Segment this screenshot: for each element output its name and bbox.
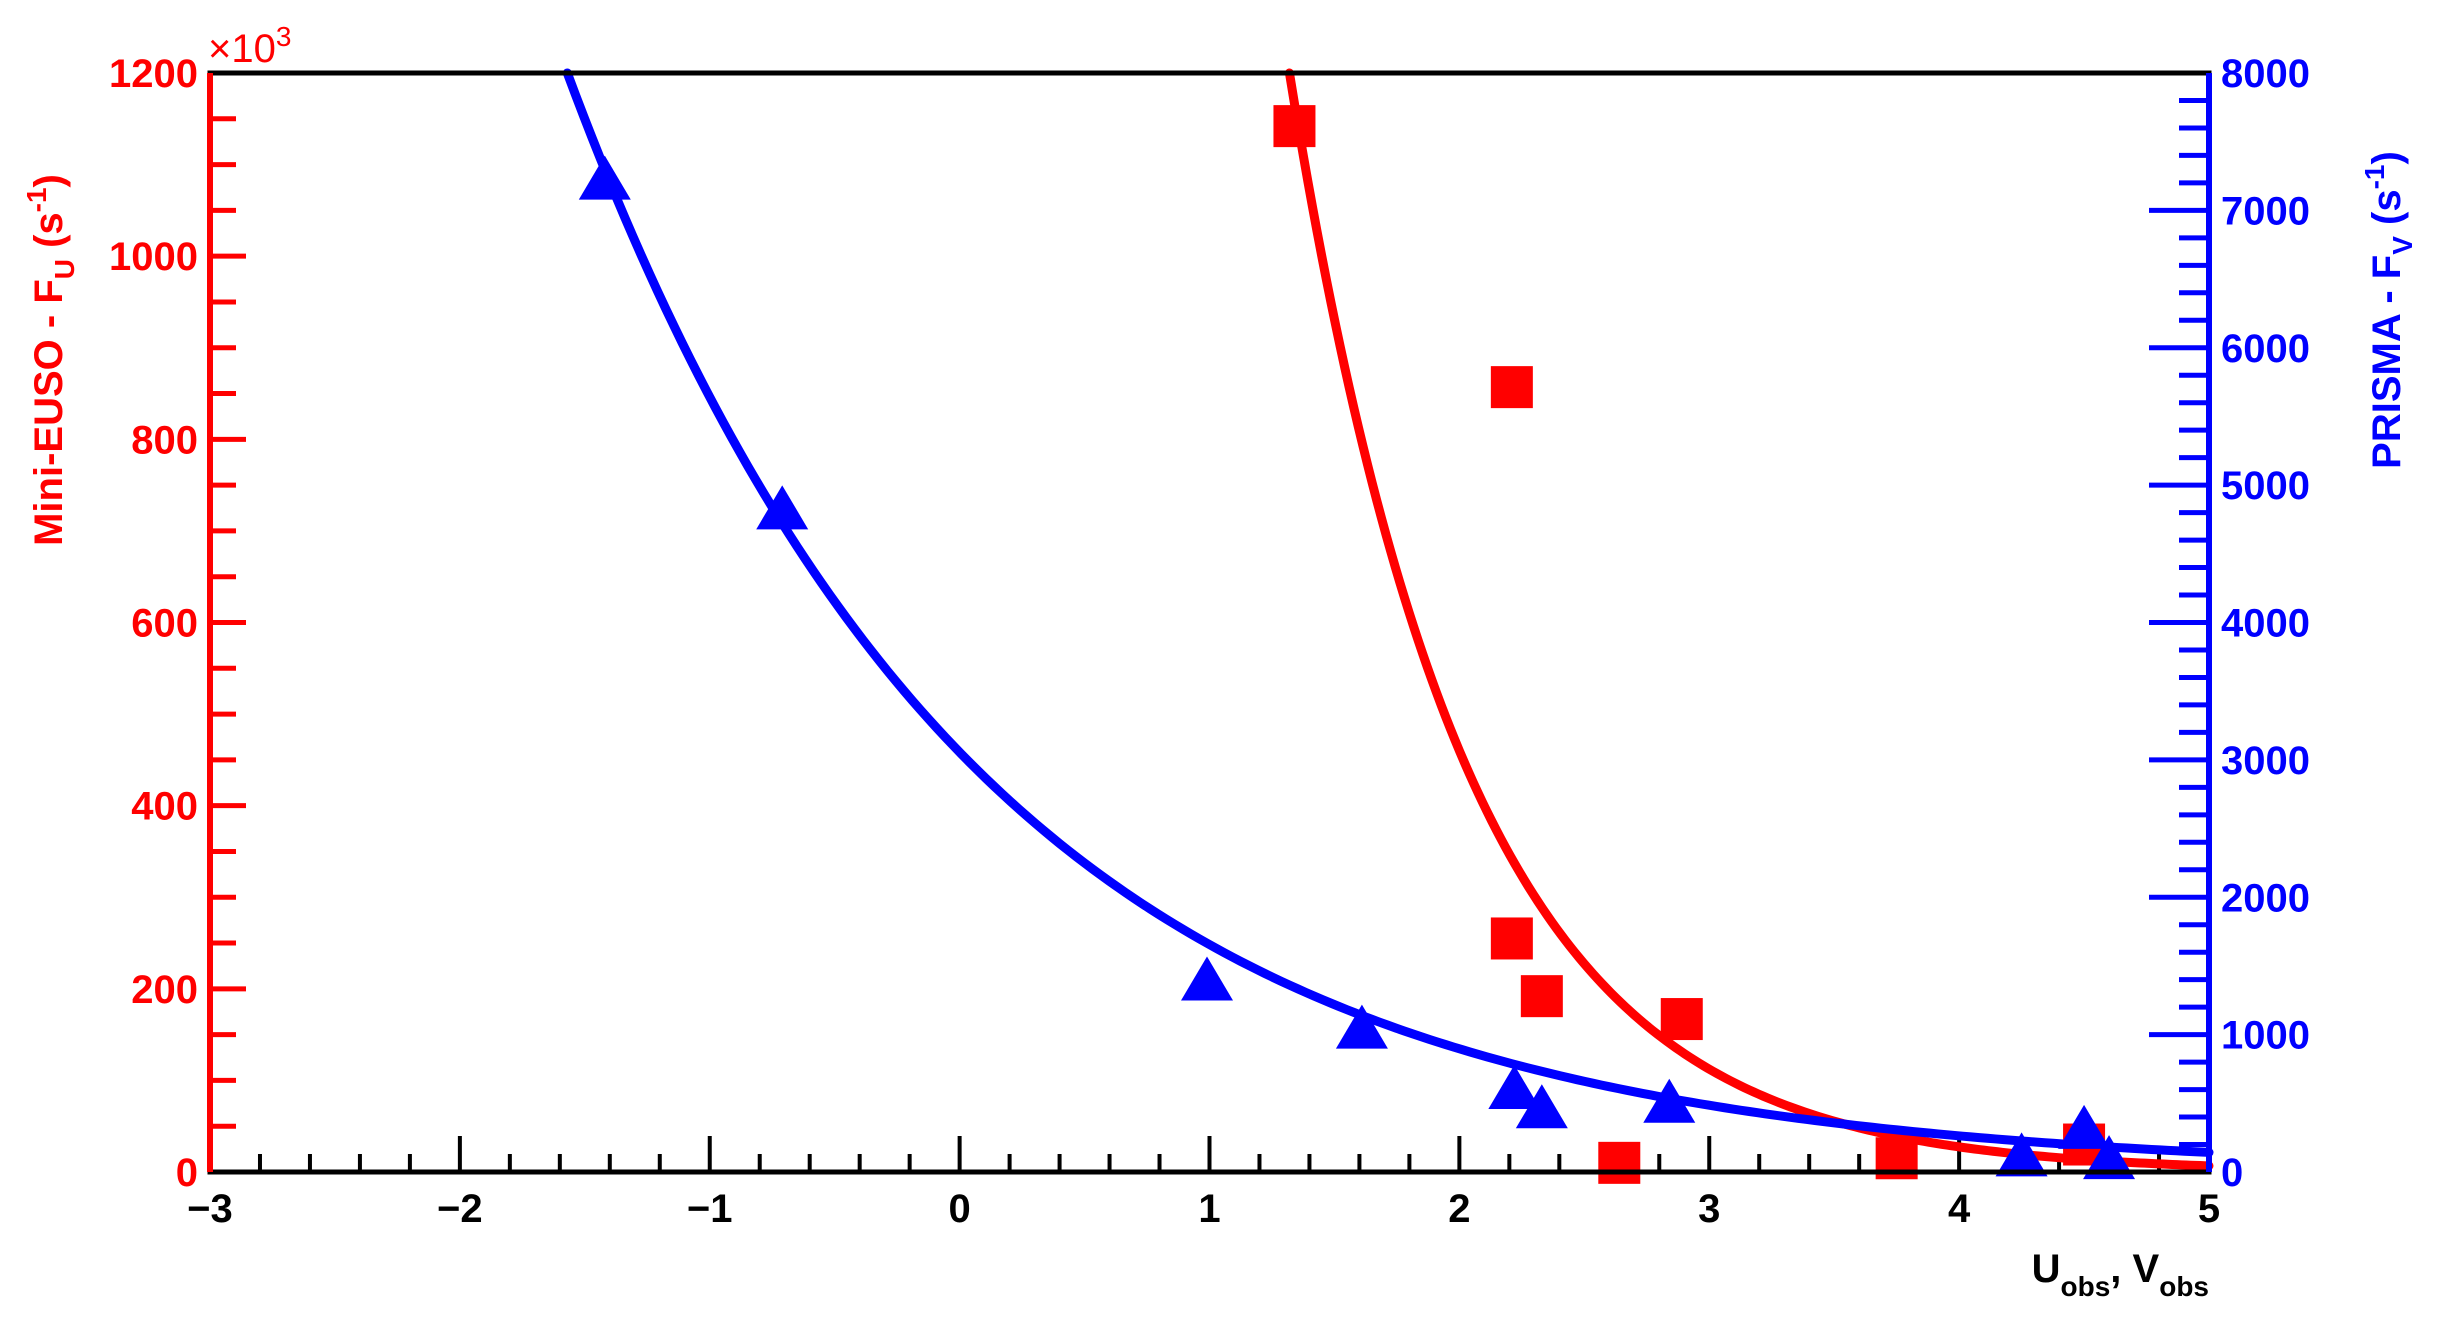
mini-euso-data-point (1273, 105, 1316, 148)
left-axis-title-main: Mini-EUSO - F (27, 279, 71, 546)
prisma-data-point (1488, 1065, 1541, 1110)
prisma-data-point (1515, 1084, 1568, 1129)
right-tick-label: 0 (2221, 1151, 2243, 1195)
left-tick-label: 1200 (109, 52, 198, 96)
prisma-data-point (1335, 1004, 1388, 1049)
x-tick-label: 1 (1198, 1187, 1220, 1231)
mini-euso-data-point (1490, 366, 1533, 409)
prisma-data-point (2083, 1135, 2136, 1180)
x-tick-label: −1 (687, 1187, 733, 1231)
x-tick-label: 5 (2198, 1187, 2220, 1231)
right-tick-label: 3000 (2221, 739, 2310, 783)
tick-labels-group: −3 −2 −1 0 1 2 3 4 50200400600800100012000100020… (109, 52, 2310, 1231)
x-tick-label: −2 (437, 1187, 483, 1231)
right-tick-label: 1000 (2221, 1014, 2310, 1058)
mini-euso-data-point (1520, 975, 1563, 1018)
left-tick-label: 800 (131, 418, 198, 462)
x-tick-label: −3 (187, 1187, 233, 1231)
mini-euso-data-point (1490, 917, 1533, 960)
fit-curves-group (562, 68, 2214, 1171)
prisma-data-point (1181, 956, 1234, 1001)
right-axis-title-sub: V (2387, 236, 2418, 255)
x-tick-label: 3 (1698, 1187, 1720, 1231)
right-axis-title: PRISMA - FV (s-1) (2359, 151, 2418, 469)
right-tick-label: 8000 (2221, 52, 2310, 96)
prisma-data-point (1643, 1078, 1696, 1123)
x-axis-title-main-2: V (2133, 1247, 2160, 1291)
left-axis-title-unit-sup: -1 (21, 187, 52, 212)
left-tick-label: 0 (176, 1151, 198, 1195)
x-tick-label: 0 (949, 1187, 971, 1231)
plot-frame (207, 70, 2212, 1175)
right-axis-title-main: PRISMA - F (2365, 255, 2409, 469)
x-tick-label: 2 (1448, 1187, 1470, 1231)
x-axis-title-sub-2: obs (2159, 1271, 2209, 1302)
right-axis-title-unit-close: ) (2365, 151, 2409, 164)
left-axis-multiplier-base: ×10 (208, 27, 276, 71)
data-points-group (578, 105, 2136, 1184)
left-tick-label: 1000 (109, 235, 198, 279)
mini-euso-data-point (1598, 1141, 1641, 1184)
right-axis-title-unit-sup: -1 (2359, 164, 2390, 189)
x-tick-label: 4 (1948, 1187, 1971, 1231)
prisma-data-point (1995, 1132, 2048, 1177)
prisma-data-point (2058, 1104, 2111, 1149)
mini-euso-fit-curve (1284, 68, 2214, 1171)
right-tick-label: 2000 (2221, 876, 2310, 920)
prisma-data-point (578, 155, 631, 200)
prisma-fit-curve (562, 68, 2214, 1157)
x-axis-title-sub-1: obs (2061, 1271, 2111, 1302)
right-tick-label: 4000 (2221, 602, 2310, 646)
x-axis-title-main-1: U (2032, 1247, 2061, 1291)
right-tick-label: 5000 (2221, 464, 2310, 508)
left-axis-title-unit-open: (s (27, 212, 71, 259)
left-axis-multiplier-exp: 3 (276, 21, 292, 52)
x-axis-title-sep: , (2110, 1247, 2132, 1291)
left-tick-label: 600 (131, 602, 198, 646)
right-tick-label: 7000 (2221, 189, 2310, 233)
left-axis-multiplier: ×103 (208, 21, 291, 71)
right-tick-label: 6000 (2221, 327, 2310, 371)
left-axis-title: Mini-EUSO - FU (s-1) (21, 174, 80, 546)
right-axis-title-unit-open: (s (2365, 189, 2409, 236)
left-axis-title-sub: U (49, 259, 80, 279)
mini-euso-data-point (1660, 998, 1703, 1041)
x-axis-title: Uobs, Vobs (2032, 1247, 2209, 1302)
axis-ticks-group (208, 70, 2211, 1175)
left-axis-title-unit-close: ) (27, 174, 71, 187)
prisma-data-point (756, 485, 809, 530)
left-tick-label: 200 (131, 968, 198, 1012)
left-tick-label: 400 (131, 785, 198, 829)
